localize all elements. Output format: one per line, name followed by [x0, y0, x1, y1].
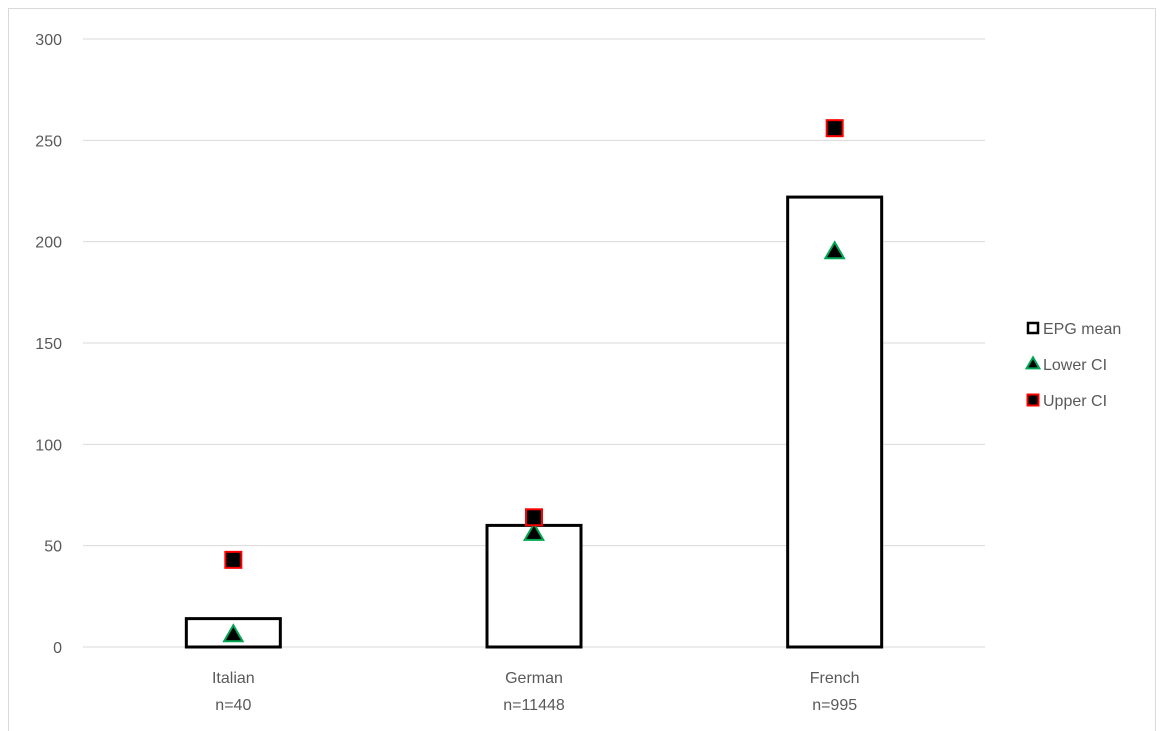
- lower-ci-marker: [222, 623, 245, 643]
- legend-symbol-upper-ci: [1026, 393, 1040, 407]
- upper-ci-marker: [825, 119, 844, 138]
- legend-symbol-lower-ci: [1024, 355, 1042, 370]
- x-tick-sublabel: n=11448: [503, 697, 565, 714]
- y-tick-label: 300: [35, 32, 62, 49]
- legend: EPG mean Lower CI Upper CI: [1024, 321, 1121, 410]
- marker-series: [222, 119, 846, 643]
- bar-epg-mean: [485, 523, 583, 649]
- legend-label: EPG mean: [1043, 321, 1121, 338]
- lower-ci-marker: [522, 521, 546, 541]
- legend-symbol-epg-mean: [1026, 321, 1040, 335]
- upper-ci-marker: [224, 550, 243, 569]
- upper-ci-marker: [525, 508, 543, 527]
- y-tick-label: 100: [35, 437, 62, 454]
- lower-ci-marker: [823, 240, 846, 260]
- y-axis-tick-labels: 0 50 100 150 200 250 300: [35, 32, 62, 657]
- x-axis-tick-labels: Italian n=40 German n=11448 French n=995: [212, 670, 860, 714]
- legend-label: Lower CI: [1043, 357, 1107, 374]
- x-tick-label: German: [505, 670, 563, 687]
- legend-label: Upper CI: [1043, 393, 1107, 410]
- y-tick-label: 50: [44, 539, 62, 556]
- bar-epg-mean: [786, 195, 884, 649]
- x-tick-sublabel: n=40: [215, 697, 251, 714]
- x-tick-label: French: [810, 670, 860, 687]
- y-tick-label: 250: [35, 133, 62, 150]
- y-tick-label: 200: [35, 235, 62, 252]
- x-tick-label: Italian: [212, 670, 255, 687]
- y-tick-label: 150: [35, 336, 62, 353]
- bar-series: [184, 195, 884, 649]
- chart-frame: [8, 8, 1156, 731]
- y-tick-label: 0: [53, 640, 62, 657]
- x-tick-sublabel: n=995: [812, 697, 857, 714]
